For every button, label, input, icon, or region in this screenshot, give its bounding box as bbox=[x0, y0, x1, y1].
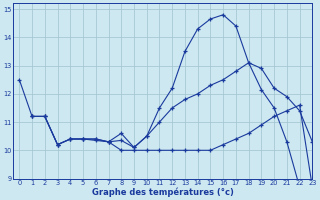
X-axis label: Graphe des températures (°c): Graphe des températures (°c) bbox=[92, 187, 234, 197]
